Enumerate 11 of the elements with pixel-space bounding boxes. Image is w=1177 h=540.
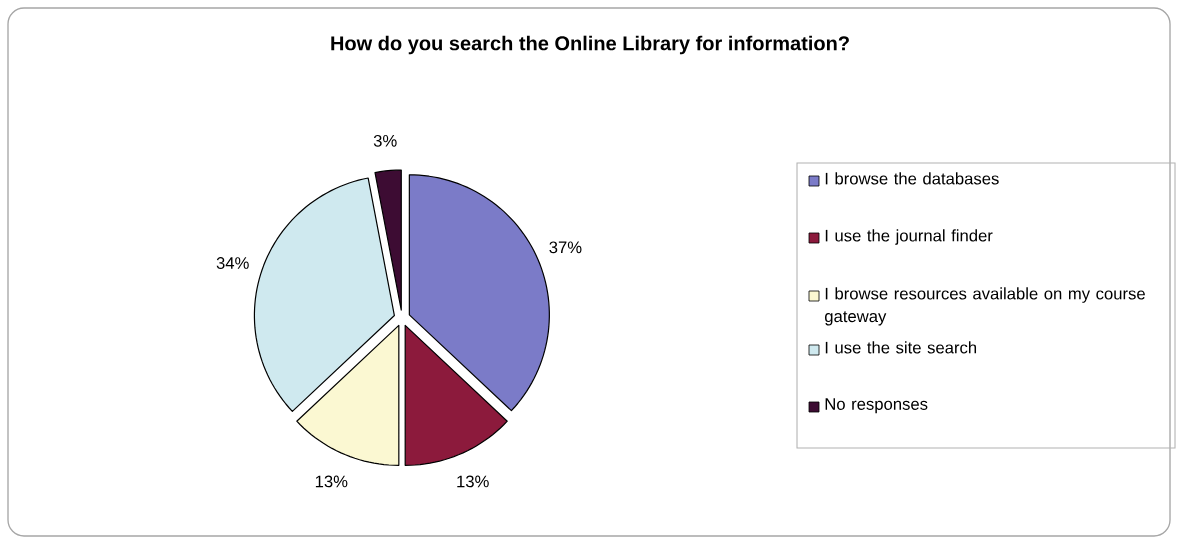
data-label: 34% (216, 257, 249, 269)
data-label: 3% (373, 134, 397, 147)
legend-label: I browse the databases (825, 172, 999, 185)
legend-label: I browse resources available on my course gateway (824, 287, 1145, 326)
legend-label: I use the journal finder (825, 229, 993, 245)
data-label: 13% (457, 475, 489, 488)
data-label: 13% (315, 475, 348, 488)
legend-label: I use the site search (825, 341, 977, 354)
data-label: 37% (549, 241, 582, 254)
legend-label: No responses (825, 398, 928, 414)
chart-title: How do you search the Online Library for information? (331, 35, 849, 55)
